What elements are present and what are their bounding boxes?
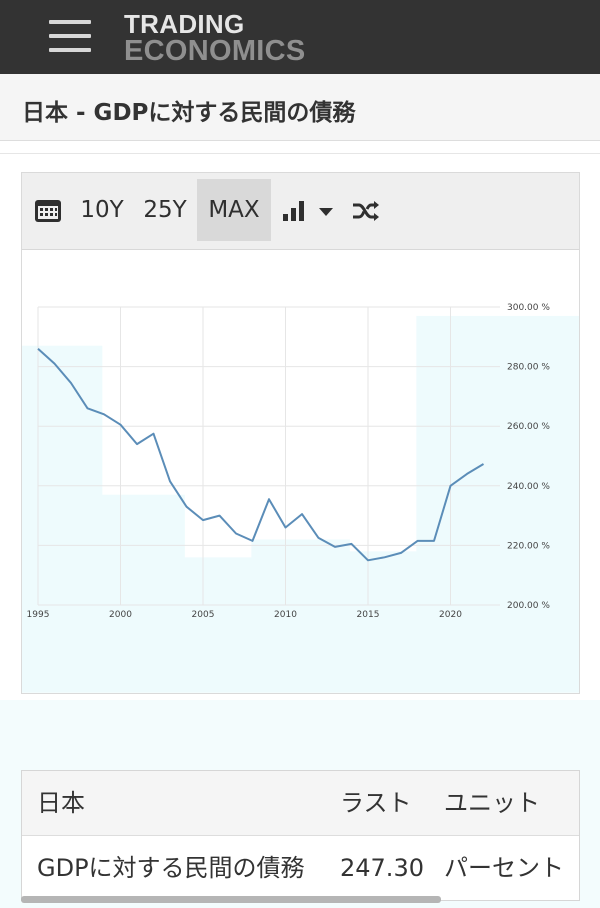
y-tick-label: 260.00 % bbox=[507, 422, 550, 432]
data-point bbox=[186, 506, 188, 508]
table-header-row: 日本 ラスト ユニット bbox=[22, 771, 579, 836]
data-point bbox=[54, 363, 56, 365]
range-10y-button[interactable]: 10Y bbox=[80, 197, 124, 223]
data-point bbox=[400, 552, 402, 554]
range-max-button[interactable]: MAX bbox=[197, 179, 271, 241]
data-point bbox=[450, 485, 452, 487]
data-point bbox=[268, 498, 270, 500]
data-point bbox=[285, 527, 287, 529]
table-header-last: ラスト bbox=[340, 789, 412, 817]
data-point bbox=[37, 348, 39, 350]
table-cell-indicator[interactable]: GDPに対する民間の債務 bbox=[37, 854, 305, 882]
data-point bbox=[120, 424, 122, 426]
background-band bbox=[333, 551, 433, 692]
shuffle-icon[interactable] bbox=[348, 179, 384, 241]
data-point bbox=[136, 443, 138, 445]
data-point bbox=[252, 540, 254, 542]
y-tick-label: 280.00 % bbox=[507, 363, 550, 373]
top-navigation-bar: TRADING ECONOMICS bbox=[0, 0, 600, 74]
y-tick-label: 240.00 % bbox=[507, 482, 550, 492]
data-point bbox=[318, 537, 320, 539]
table-cell-last-value: 247.30 bbox=[340, 854, 424, 882]
title-bar: 日本 - GDPに対する民間の債務 bbox=[0, 74, 600, 141]
chart-card: 10Y 25Y MAX 200.00 % 220.00 % 240.00 bbox=[21, 172, 580, 694]
background-band bbox=[251, 539, 350, 692]
data-point bbox=[103, 413, 105, 415]
data-point bbox=[466, 473, 468, 475]
series-line bbox=[37, 347, 485, 562]
page-title: 日本 - GDPに対する民間の債務 bbox=[22, 100, 356, 126]
logo-line-1: TRADING bbox=[124, 9, 245, 39]
data-point bbox=[417, 540, 419, 542]
data-point bbox=[153, 433, 155, 435]
x-tick-label: 1995 bbox=[27, 610, 50, 620]
data-point bbox=[433, 540, 435, 542]
background-band bbox=[168, 557, 268, 692]
table-header-country: 日本 bbox=[37, 789, 85, 817]
data-point bbox=[202, 519, 204, 521]
data-point bbox=[70, 382, 72, 384]
data-point bbox=[351, 543, 353, 545]
table-row[interactable]: GDPに対する民間の債務 247.30 パーセント bbox=[22, 836, 579, 900]
data-point bbox=[87, 407, 89, 409]
logo-line-2: ECONOMICS bbox=[124, 35, 306, 67]
data-table: 日本 ラスト ユニット GDPに対する民間の債務 247.30 パーセント bbox=[21, 770, 580, 901]
background-band bbox=[416, 315, 579, 692]
data-point bbox=[367, 559, 369, 561]
x-tick-label: 2020 bbox=[439, 610, 462, 620]
y-tick-label: 200.00 % bbox=[507, 601, 550, 611]
range-25y-button[interactable]: 25Y bbox=[143, 197, 187, 223]
x-tick-label: 2015 bbox=[357, 610, 380, 620]
horizontal-scrollbar[interactable] bbox=[21, 896, 441, 903]
dropdown-caret-icon[interactable] bbox=[314, 179, 338, 241]
data-point bbox=[334, 546, 336, 548]
line-chart: 200.00 % 220.00 % 240.00 % 260.00 % 280.00 %… bbox=[22, 250, 579, 692]
data-point bbox=[384, 556, 386, 558]
bar-chart-icon[interactable] bbox=[278, 179, 310, 241]
data-point bbox=[235, 532, 237, 534]
site-logo[interactable]: TRADING ECONOMICS bbox=[124, 9, 306, 67]
calendar-icon[interactable] bbox=[28, 179, 68, 241]
data-point bbox=[219, 515, 221, 517]
title-divider bbox=[0, 141, 600, 154]
data-point bbox=[483, 463, 485, 465]
x-tick-label: 2010 bbox=[274, 610, 297, 620]
y-tick-label: 220.00 % bbox=[507, 541, 550, 551]
data-point bbox=[169, 480, 171, 482]
background-band bbox=[86, 494, 185, 692]
x-tick-label: 2005 bbox=[192, 610, 215, 620]
x-tick-label: 2000 bbox=[109, 610, 132, 620]
hamburger-menu-icon[interactable] bbox=[49, 20, 91, 54]
table-header-unit: ユニット bbox=[444, 789, 540, 817]
chart-toolbar: 10Y 25Y MAX bbox=[22, 173, 579, 250]
data-point bbox=[301, 513, 303, 515]
table-cell-unit: パーセント bbox=[444, 854, 564, 882]
y-tick-label: 300.00 % bbox=[507, 303, 550, 313]
